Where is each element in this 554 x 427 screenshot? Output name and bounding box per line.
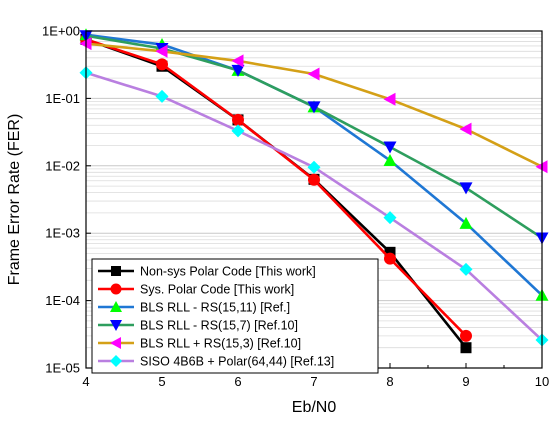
legend-label: Non-sys Polar Code [This work] bbox=[140, 265, 316, 279]
legend-entry: BLS RLL - RS(15,11) [Ref.] bbox=[98, 301, 290, 315]
data-point bbox=[231, 64, 245, 77]
legend-entry: BLS RLL + RS(15,3) [Ref.10] bbox=[98, 337, 301, 351]
data-point bbox=[307, 101, 321, 114]
legend-label: BLS RLL + RS(15,3) [Ref.10] bbox=[140, 337, 301, 351]
data-point bbox=[383, 211, 397, 225]
x-tick-label: 4 bbox=[82, 374, 89, 389]
legend-entry: Sys. Polar Code [This work] bbox=[98, 283, 294, 297]
legend-marker bbox=[110, 283, 122, 295]
legend-label: Sys. Polar Code [This work] bbox=[140, 283, 294, 297]
data-point bbox=[459, 122, 472, 136]
data-point bbox=[384, 246, 396, 258]
legend-label: BLS RLL - RS(15,7) [Ref.10] bbox=[140, 319, 298, 333]
data-point bbox=[459, 262, 473, 276]
legend: Non-sys Polar Code [This work] Sys. Polar… bbox=[91, 258, 379, 374]
y-tick-label: 1E-04 bbox=[45, 293, 80, 308]
data-point bbox=[231, 54, 244, 68]
axis-ticks: 4 5 6 7 8 9 10 1E-05 1E-04 1E-03 1E-02 1E-01 1E+00 bbox=[42, 24, 549, 390]
data-point bbox=[307, 160, 321, 174]
legend-label: BLS RLL - RS(15,11) [Ref.] bbox=[140, 301, 290, 315]
data-point bbox=[459, 182, 473, 195]
data-point bbox=[460, 342, 472, 354]
legend-box bbox=[91, 258, 379, 374]
legend-marker bbox=[110, 337, 121, 349]
legend-label: SISO 4B6B + Polar(64,44) [Ref.13] bbox=[140, 355, 334, 369]
y-tick-label: 1E-05 bbox=[45, 361, 80, 376]
y-tick-label: 1E-02 bbox=[45, 158, 80, 173]
data-point bbox=[232, 113, 244, 126]
data-point bbox=[308, 173, 320, 186]
data-point bbox=[460, 329, 472, 342]
y-axis-title: Frame Error Rate (FER) bbox=[6, 114, 23, 286]
x-tick-label: 9 bbox=[462, 374, 469, 389]
data-point bbox=[459, 216, 473, 229]
legend-marker bbox=[110, 320, 122, 331]
data-point bbox=[155, 89, 169, 103]
legend-entry: Non-sys Polar Code [This work] bbox=[98, 265, 316, 279]
data-point bbox=[384, 252, 396, 265]
y-tick-label: 1E-03 bbox=[45, 226, 80, 241]
x-tick-label: 7 bbox=[310, 374, 317, 389]
legend-entry: SISO 4B6B + Polar(64,44) [Ref.13] bbox=[98, 355, 334, 369]
y-tick-label: 1E+00 bbox=[42, 24, 80, 39]
legend-marker bbox=[111, 266, 121, 276]
data-point bbox=[383, 141, 397, 154]
data-point bbox=[383, 92, 396, 106]
legend-marker bbox=[110, 301, 122, 312]
x-tick-label: 8 bbox=[386, 374, 393, 389]
x-tick-label: 5 bbox=[158, 374, 165, 389]
legend-entry: BLS RLL - RS(15,7) [Ref.10] bbox=[98, 319, 298, 333]
data-point bbox=[383, 153, 397, 166]
x-axis-title: Eb/N0 bbox=[292, 399, 337, 416]
legend-marker bbox=[110, 355, 122, 367]
y-tick-label: 1E-01 bbox=[45, 91, 80, 106]
x-tick-label: 6 bbox=[234, 374, 241, 389]
series-5 bbox=[79, 37, 548, 174]
data-point bbox=[155, 44, 168, 58]
data-point bbox=[231, 124, 245, 138]
data-point bbox=[307, 67, 320, 81]
x-tick-label: 10 bbox=[535, 374, 549, 389]
data-point bbox=[156, 58, 168, 71]
